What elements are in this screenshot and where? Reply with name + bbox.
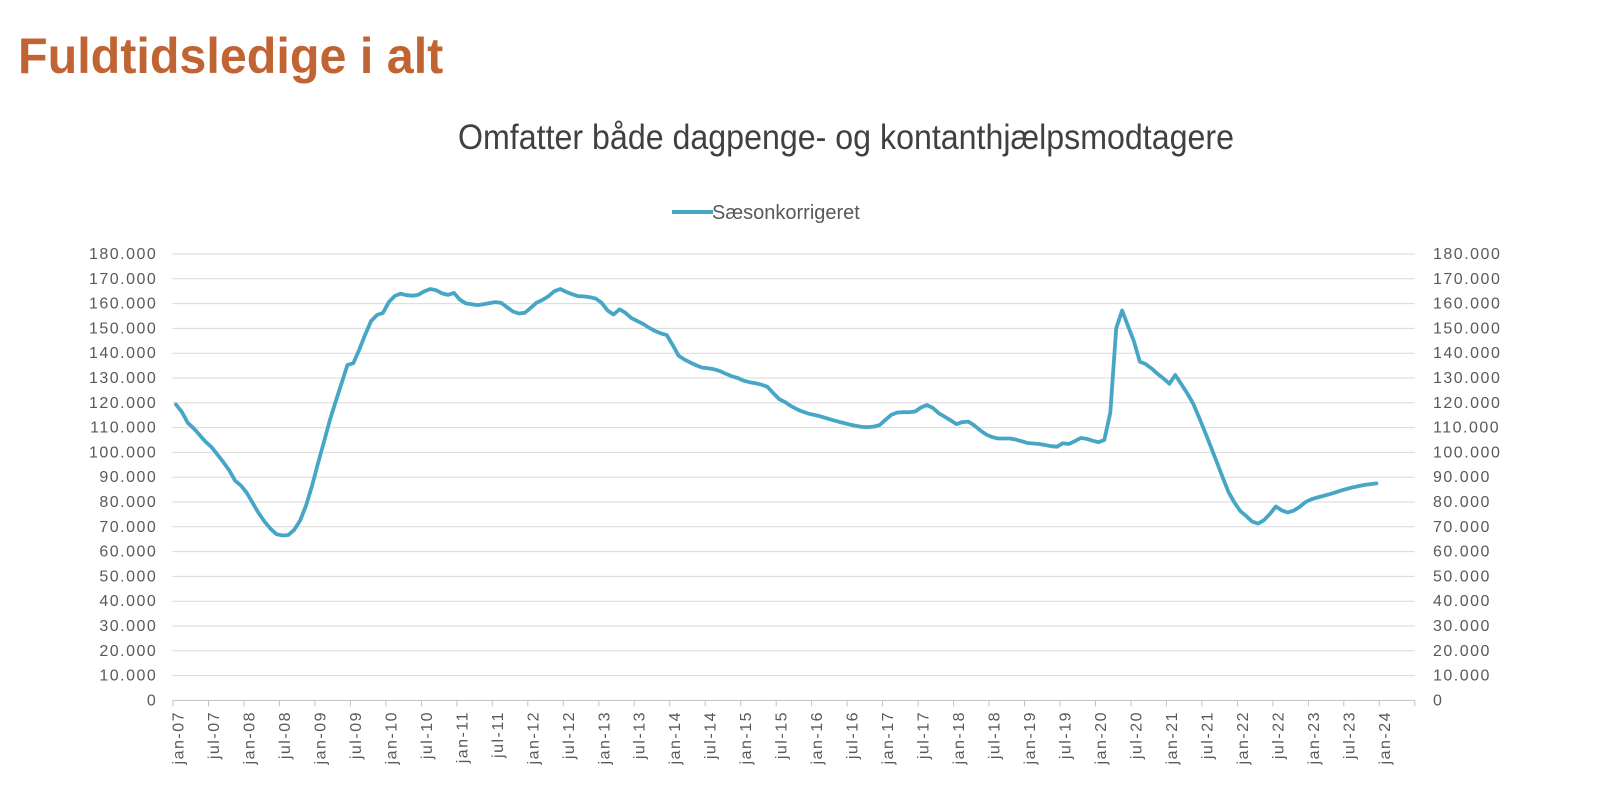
svg-text:150.000: 150.000 — [1433, 320, 1501, 337]
svg-text:jul-14: jul-14 — [703, 711, 720, 760]
svg-text:170.000: 170.000 — [1433, 271, 1501, 288]
svg-text:70.000: 70.000 — [99, 519, 157, 536]
svg-text:jul-18: jul-18 — [987, 711, 1004, 760]
svg-text:0: 0 — [1433, 692, 1443, 709]
svg-text:10.000: 10.000 — [99, 668, 157, 685]
svg-text:160.000: 160.000 — [1433, 296, 1501, 313]
svg-text:80.000: 80.000 — [1433, 494, 1491, 511]
svg-text:70.000: 70.000 — [1433, 519, 1491, 536]
svg-text:jul-09: jul-09 — [348, 711, 365, 760]
svg-text:10.000: 10.000 — [1433, 668, 1491, 685]
svg-text:20.000: 20.000 — [1433, 643, 1491, 660]
svg-text:90.000: 90.000 — [1433, 469, 1491, 486]
svg-text:jul-10: jul-10 — [419, 711, 436, 760]
svg-text:110.000: 110.000 — [1433, 420, 1500, 437]
svg-text:jan-19: jan-19 — [1022, 711, 1039, 765]
svg-text:160.000: 160.000 — [89, 296, 157, 313]
svg-text:jan-13: jan-13 — [596, 711, 613, 765]
svg-text:170.000: 170.000 — [89, 271, 157, 288]
svg-text:50.000: 50.000 — [1433, 568, 1491, 585]
svg-text:jul-12: jul-12 — [561, 711, 578, 760]
svg-text:jan-18: jan-18 — [951, 711, 968, 765]
svg-text:20.000: 20.000 — [99, 643, 157, 660]
svg-text:80.000: 80.000 — [99, 494, 157, 511]
svg-text:140.000: 140.000 — [1433, 345, 1501, 362]
svg-text:jan-16: jan-16 — [809, 711, 826, 765]
svg-text:jul-23: jul-23 — [1341, 711, 1358, 760]
svg-text:120.000: 120.000 — [89, 395, 157, 412]
svg-text:150.000: 150.000 — [89, 320, 157, 337]
svg-text:jan-15: jan-15 — [738, 711, 755, 765]
svg-text:jul-21: jul-21 — [1199, 711, 1216, 760]
svg-text:jul-07: jul-07 — [206, 711, 223, 760]
svg-text:jan-10: jan-10 — [383, 711, 400, 765]
svg-text:jul-08: jul-08 — [277, 711, 294, 760]
svg-text:jul-15: jul-15 — [774, 711, 791, 760]
svg-text:jul-13: jul-13 — [632, 711, 649, 760]
svg-text:140.000: 140.000 — [89, 345, 157, 362]
svg-text:jul-22: jul-22 — [1270, 711, 1287, 760]
svg-text:180.000: 180.000 — [89, 246, 157, 263]
svg-text:30.000: 30.000 — [1433, 618, 1491, 635]
svg-text:jan-08: jan-08 — [242, 711, 259, 765]
svg-text:130.000: 130.000 — [1433, 370, 1501, 387]
svg-text:jul-17: jul-17 — [916, 711, 933, 760]
svg-text:jan-22: jan-22 — [1235, 711, 1252, 765]
svg-text:jan-20: jan-20 — [1093, 711, 1110, 765]
svg-text:jan-09: jan-09 — [312, 711, 329, 765]
svg-text:jul-16: jul-16 — [845, 711, 862, 760]
svg-text:90.000: 90.000 — [99, 469, 157, 486]
svg-text:120.000: 120.000 — [1433, 395, 1501, 412]
svg-text:100.000: 100.000 — [1433, 444, 1501, 461]
svg-text:100.000: 100.000 — [89, 444, 157, 461]
svg-text:jan-14: jan-14 — [667, 711, 684, 765]
svg-text:110.000: 110.000 — [90, 420, 157, 437]
svg-text:jan-23: jan-23 — [1306, 711, 1323, 765]
svg-text:0: 0 — [147, 692, 157, 709]
svg-text:jan-12: jan-12 — [525, 711, 542, 765]
svg-text:jan-21: jan-21 — [1164, 711, 1181, 765]
svg-text:180.000: 180.000 — [1433, 246, 1501, 263]
svg-text:jul-11: jul-11 — [490, 711, 507, 759]
svg-text:jul-19: jul-19 — [1058, 711, 1075, 760]
svg-text:130.000: 130.000 — [89, 370, 157, 387]
svg-text:jan-24: jan-24 — [1377, 711, 1394, 765]
svg-text:50.000: 50.000 — [99, 568, 157, 585]
svg-text:60.000: 60.000 — [1433, 544, 1491, 561]
svg-text:jul-20: jul-20 — [1129, 711, 1146, 760]
svg-text:30.000: 30.000 — [99, 618, 157, 635]
svg-text:40.000: 40.000 — [1433, 593, 1491, 610]
svg-text:40.000: 40.000 — [99, 593, 157, 610]
svg-text:60.000: 60.000 — [99, 544, 157, 561]
svg-text:jan-17: jan-17 — [880, 711, 897, 765]
svg-text:jan-11: jan-11 — [454, 711, 471, 764]
svg-text:jan-07: jan-07 — [171, 711, 188, 765]
